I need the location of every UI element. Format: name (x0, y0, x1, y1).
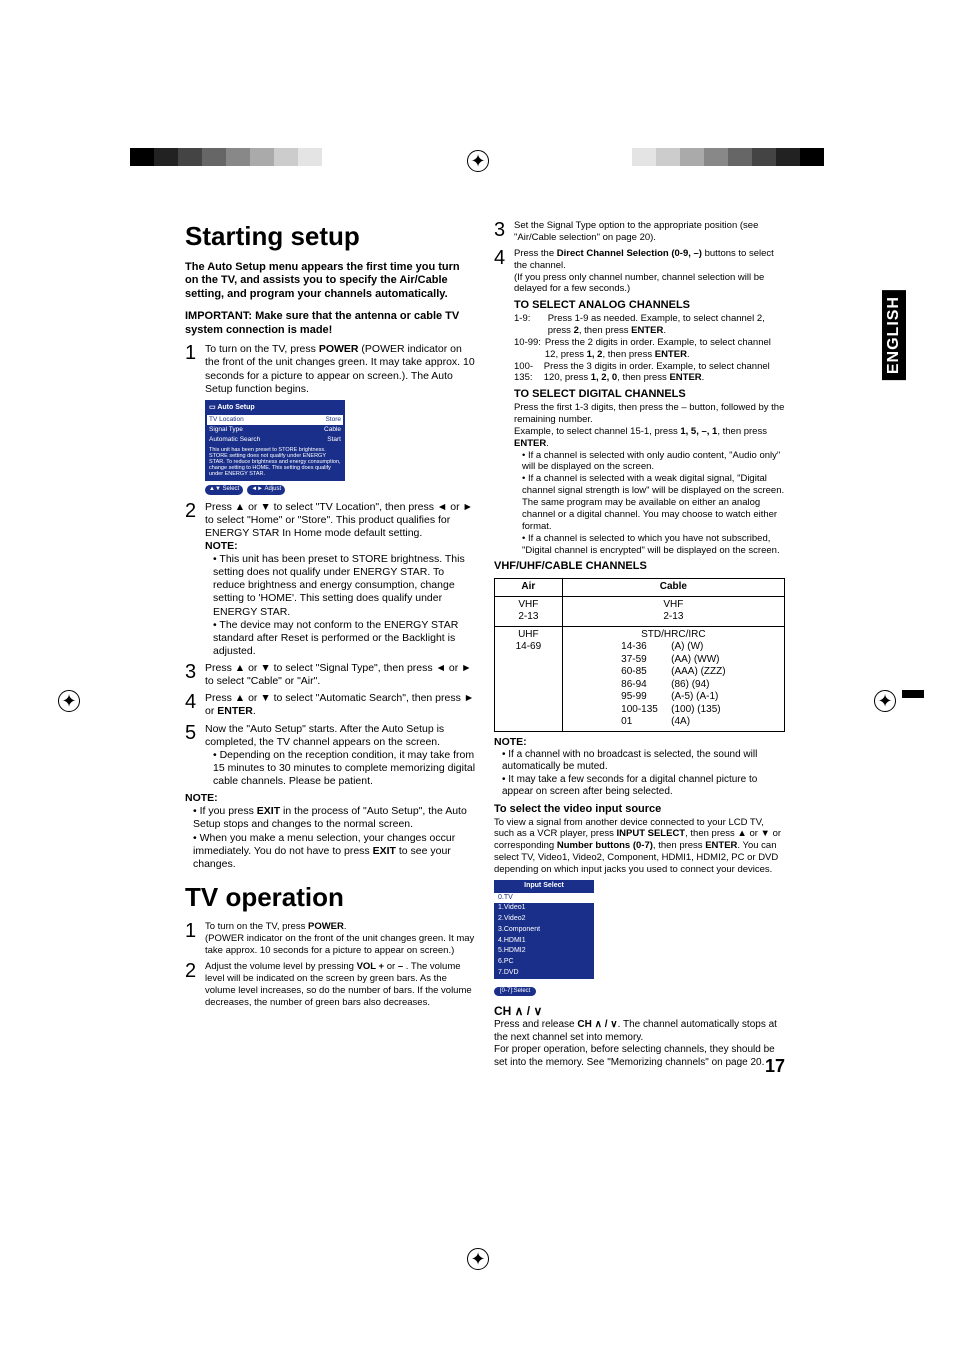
note-b-heading: NOTE: (494, 736, 785, 749)
r-step-4: 4 Press the Direct Channel Selection (0-… (494, 248, 785, 557)
step-5: 5 Now the "Auto Setup" starts. After the… (185, 723, 476, 789)
note-heading: NOTE: (185, 792, 476, 805)
language-tab: ENGLISH (882, 290, 906, 380)
header-grad-right (632, 148, 824, 166)
step-1: 1 To turn on the TV, press POWER (POWER … (185, 343, 476, 396)
crop-mark-right (902, 690, 924, 698)
important-text: IMPORTANT: Make sure that the antenna or… (185, 310, 476, 338)
right-column: 3 Set the Signal Type option to the appr… (494, 220, 785, 1069)
register-mark-top-icon: ✦ (467, 150, 489, 172)
ch-heading: CH ∧ / ∨ (494, 1004, 785, 1019)
channel-table-heading: VHF/UHF/CABLE CHANNELS (494, 560, 785, 574)
step-number: 1 (185, 343, 205, 396)
left-column: Starting setup The Auto Setup menu appea… (185, 220, 476, 1069)
header-grad-left (130, 148, 322, 166)
osd-input-select: Input Select 0.TV1.Video12.Video23.Compo… (494, 880, 594, 979)
heading-starting-setup: Starting setup (185, 220, 476, 253)
note-b-list: If a channel with no broadcast is select… (494, 749, 785, 799)
osd-auto-setup: ▭ Auto Setup TV LocationStore Signal Typ… (205, 400, 345, 481)
input-source-text: To view a signal from another device con… (494, 817, 785, 876)
r-step-3: 3 Set the Signal Type option to the appr… (494, 220, 785, 244)
input-source-heading: To select the video input source (494, 803, 785, 817)
ch-text: Press and release CH ∧ / ∨. The channel … (494, 1019, 785, 1069)
intro-text: The Auto Setup menu appears the first ti… (185, 261, 476, 302)
step-2: 2 Press ▲ or ▼ to select "TV Location", … (185, 501, 476, 659)
page-content: Starting setup The Auto Setup menu appea… (185, 220, 785, 1069)
osd-input-foot: [0-7]:Select (494, 987, 536, 997)
register-mark-left-icon: ✦ (58, 690, 80, 712)
heading-tv-operation: TV operation (185, 881, 476, 914)
channel-table: AirCable VHF2-13 VHF2-13 UHF14-69 STD/HR… (494, 578, 785, 732)
register-mark-right-icon: ✦ (874, 690, 896, 712)
step-3: 3 Press ▲ or ▼ to select "Signal Type", … (185, 662, 476, 688)
note-list: If you press EXIT in the process of "Aut… (185, 805, 476, 871)
tv-step-1: 1 To turn on the TV, press POWER.(POWER … (185, 921, 476, 957)
register-mark-bottom-icon: ✦ (467, 1248, 489, 1270)
step-4: 4 Press ▲ or ▼ to select "Automatic Sear… (185, 692, 476, 718)
tv-step-2: 2 Adjust the volume level by pressing VO… (185, 961, 476, 1009)
osd-footer: ▲▼ Select ◄► Adjust (205, 485, 476, 495)
page-number: 17 (765, 1055, 785, 1078)
